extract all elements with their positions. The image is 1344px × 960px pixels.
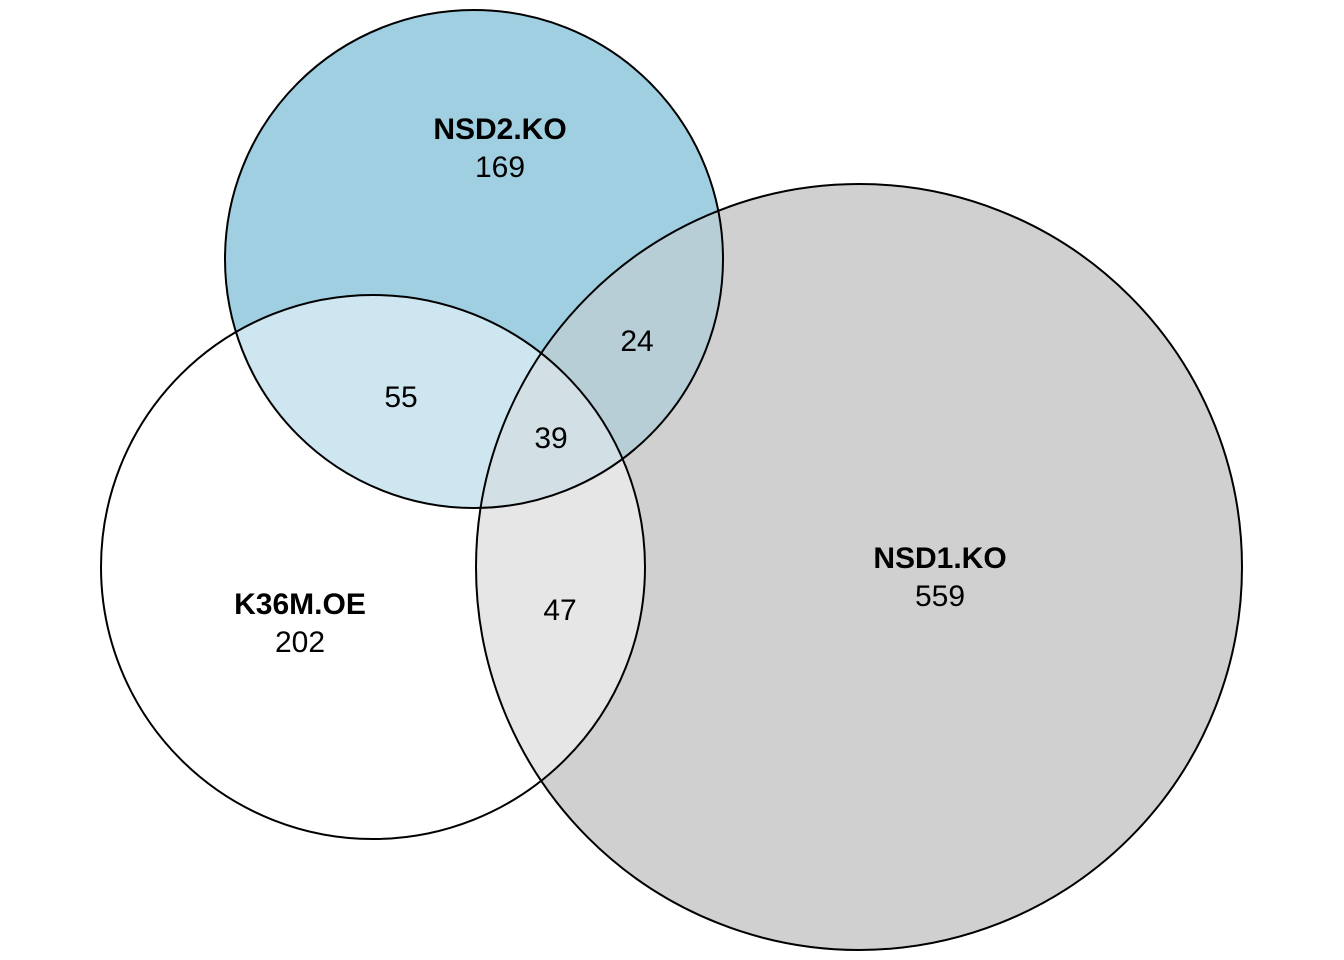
nsd2-ko-outline [224,9,724,509]
nsd2-nsd1-count: 24 [620,325,653,358]
nsd1-ko-only-count: 559 [915,580,965,613]
k36m-oe-outline [100,294,646,840]
nsd2-ko-only-count: 169 [475,151,525,184]
nsd1-ko-label: NSD1.KO [873,542,1006,575]
k36m-nsd1-count: 47 [543,594,576,627]
nsd2-ko-label: NSD2.KO [433,113,566,146]
k36m-oe-only-count: 202 [275,626,325,659]
nsd2-k36m-count: 55 [384,381,417,414]
all-three-count: 39 [534,422,567,455]
nsd2-nsd1-overlap-region [476,184,723,508]
nsd1-ko-outline [475,183,1243,951]
k36m-oe-label: K36M.OE [234,588,366,621]
